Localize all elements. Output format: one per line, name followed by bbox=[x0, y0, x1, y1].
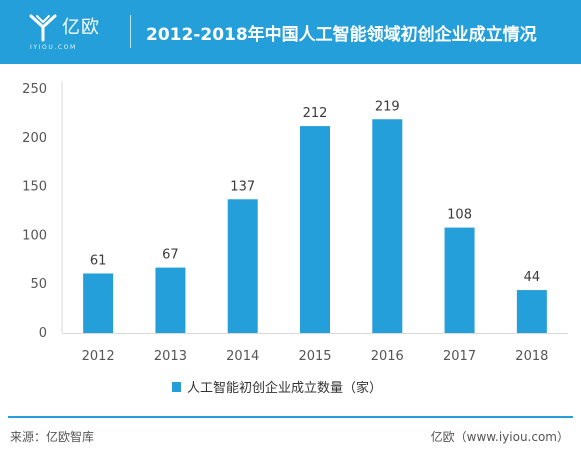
brand-logo[interactable]: 亿欧 IYIOU.COM bbox=[28, 8, 108, 52]
y-tick-label: 50 bbox=[30, 277, 47, 292]
x-tick-label: 2013 bbox=[154, 349, 187, 364]
bar bbox=[227, 199, 258, 333]
data-label: 219 bbox=[375, 99, 400, 114]
data-label: 212 bbox=[303, 106, 328, 121]
bar bbox=[444, 227, 475, 333]
y-tick-label: 150 bbox=[22, 180, 47, 195]
y-tick-label: 200 bbox=[22, 131, 47, 146]
x-tick-label: 2018 bbox=[515, 349, 548, 364]
data-label: 44 bbox=[524, 270, 541, 285]
bar-chart: 250 200 150 100 50 0 61 2012 67 2013 137 2014 212 201… bbox=[22, 81, 568, 396]
data-label: 137 bbox=[230, 179, 255, 194]
site-credit: 亿欧（www.iyiou.com） bbox=[430, 430, 569, 444]
data-label: 67 bbox=[162, 248, 179, 263]
footer-divider bbox=[8, 416, 573, 418]
header-divider bbox=[130, 15, 131, 48]
brand-name: 亿欧 bbox=[62, 17, 100, 38]
brand-sub: IYIOU.COM bbox=[30, 44, 77, 51]
x-tick-label: 2015 bbox=[298, 349, 331, 364]
bar bbox=[83, 273, 114, 333]
x-tick-label: 2014 bbox=[226, 349, 259, 364]
legend-swatch bbox=[172, 382, 181, 392]
chart-title: 2012-2018年中国人工智能领域初创企业成立情况 bbox=[146, 25, 537, 45]
bar bbox=[372, 119, 403, 333]
y-tick-label: 100 bbox=[22, 228, 47, 243]
y-tick-label: 0 bbox=[39, 326, 47, 341]
data-label: 108 bbox=[447, 208, 472, 223]
legend-label: 人工智能初创企业成立数量（家） bbox=[187, 380, 382, 396]
data-label: 61 bbox=[90, 253, 107, 268]
source-note: 来源：亿欧智库 bbox=[10, 430, 95, 444]
logo-mark-icon bbox=[29, 14, 57, 42]
header-banner: 亿欧 IYIOU.COM 2012-2018年中国人工智能领域初创企业成立情况 bbox=[0, 0, 581, 64]
bar bbox=[516, 290, 547, 333]
x-tick-label: 2012 bbox=[82, 349, 115, 364]
bar bbox=[155, 267, 186, 333]
x-tick-label: 2016 bbox=[371, 349, 404, 364]
y-tick-label: 250 bbox=[22, 82, 47, 97]
x-tick-label: 2017 bbox=[443, 349, 476, 364]
bar bbox=[300, 126, 330, 333]
